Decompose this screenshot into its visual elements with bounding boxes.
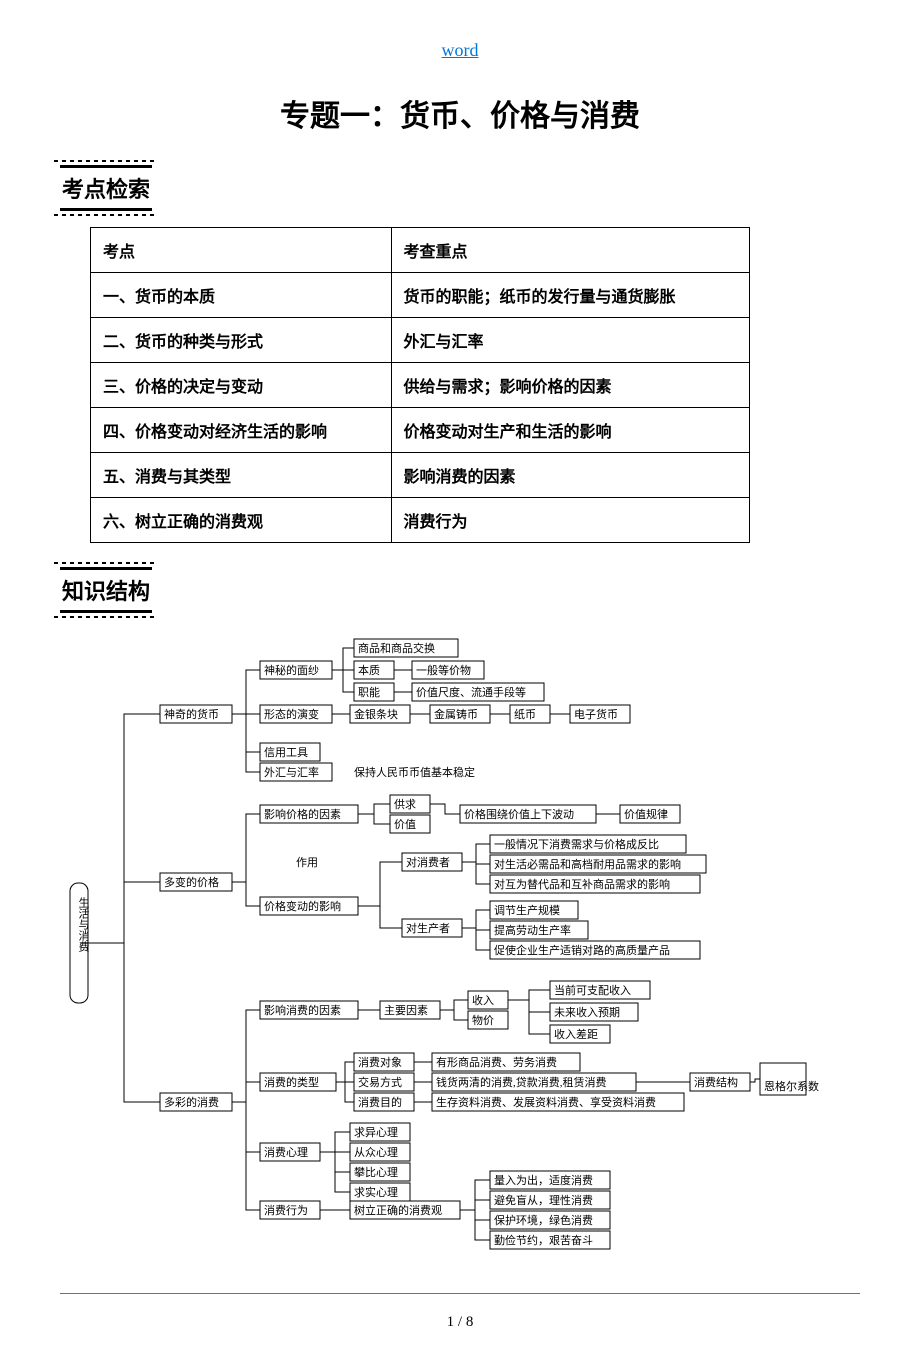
svg-text:量入为出，适度消费: 量入为出，适度消费 — [494, 1173, 593, 1187]
table-row: 五、消费与其类型影响消费的因素 — [91, 453, 750, 498]
svg-text:一般等价物: 一般等价物 — [416, 663, 471, 677]
exam-table: 考点 考查重点 一、货币的本质货币的职能；纸币的发行量与通货膨胀二、货币的种类与… — [90, 227, 750, 543]
svg-text:金银条块: 金银条块 — [354, 707, 398, 721]
svg-text:对生活必需品和高档耐用品需求的影响: 对生活必需品和高档耐用品需求的影响 — [494, 857, 681, 871]
table-cell: 二、货币的种类与形式 — [91, 318, 392, 363]
svg-text:对消费者: 对消费者 — [406, 855, 450, 869]
svg-text:对互为替代品和互补商品需求的影响: 对互为替代品和互补商品需求的影响 — [494, 877, 670, 891]
section-exam-header: 考点检索 — [60, 165, 860, 217]
table-row: 六、树立正确的消费观消费行为 — [91, 498, 750, 543]
svg-text:当前可支配收入: 当前可支配收入 — [554, 983, 631, 997]
table-cell: 外汇与汇率 — [391, 318, 749, 363]
table-cell: 货币的职能；纸币的发行量与通货膨胀 — [391, 273, 749, 318]
svg-text:物价: 物价 — [472, 1013, 494, 1027]
svg-text:价值: 价值 — [394, 818, 416, 831]
badge-exam: 考点检索 — [60, 165, 152, 211]
svg-text:主要因素: 主要因素 — [384, 1004, 428, 1017]
svg-text:形态的演变: 形态的演变 — [264, 707, 319, 721]
knowledge-tree: 生活与消费神奇的货币多变的价格多彩的消费神秘的面纱形态的演变信用工具外汇与汇率保… — [60, 633, 860, 1263]
svg-text:收入: 收入 — [472, 993, 494, 1007]
svg-text:外汇与汇率: 外汇与汇率 — [264, 765, 319, 779]
svg-text:价格围绕价值上下波动: 价格围绕价值上下波动 — [464, 807, 574, 821]
table-row: 三、价格的决定与变动供给与需求；影响价格的因素 — [91, 363, 750, 408]
svg-text:多彩的消费: 多彩的消费 — [164, 1095, 219, 1109]
svg-text:供求: 供求 — [394, 797, 416, 811]
svg-text:交易方式: 交易方式 — [358, 1075, 402, 1089]
svg-text:恩格尔系数: 恩格尔系数 — [764, 1079, 819, 1093]
svg-text:信用工具: 信用工具 — [264, 746, 308, 759]
svg-text:避免盲从，理性消费: 避免盲从，理性消费 — [494, 1193, 593, 1207]
svg-text:钱货两清的消费,贷款消费,租赁消费: 钱货两清的消费,贷款消费,租赁消费 — [436, 1075, 607, 1089]
svg-text:消费结构: 消费结构 — [694, 1075, 738, 1089]
svg-text:电子货币: 电子货币 — [574, 707, 618, 721]
table-row: 四、价格变动对经济生活的影响价格变动对生产和生活的影响 — [91, 408, 750, 453]
table-cell: 价格变动对生产和生活的影响 — [391, 408, 749, 453]
svg-text:收入差距: 收入差距 — [554, 1027, 598, 1041]
table-cell: 影响消费的因素 — [391, 453, 749, 498]
svg-text:有形商品消费、劳务消费: 有形商品消费、劳务消费 — [436, 1055, 557, 1069]
svg-text:攀比心理: 攀比心理 — [354, 1166, 398, 1179]
svg-text:保持人民币币值基本稳定: 保持人民币币值基本稳定 — [354, 765, 475, 779]
page-title: 专题一：货币、价格与消费 — [60, 91, 860, 135]
svg-text:一般情况下消费需求与价格成反比: 一般情况下消费需求与价格成反比 — [494, 837, 659, 851]
table-cell: 消费行为 — [391, 498, 749, 543]
table-row: 一、货币的本质货币的职能；纸币的发行量与通货膨胀 — [91, 273, 750, 318]
table-cell: 四、价格变动对经济生活的影响 — [91, 408, 392, 453]
svg-text:促使企业生产适销对路的高质量产品: 促使企业生产适销对路的高质量产品 — [494, 943, 670, 957]
svg-text:树立正确的消费观: 树立正确的消费观 — [354, 1203, 442, 1217]
table-cell: 供给与需求；影响价格的因素 — [391, 363, 749, 408]
svg-text:神秘的面纱: 神秘的面纱 — [264, 663, 319, 677]
svg-text:提高劳动生产率: 提高劳动生产率 — [494, 923, 571, 937]
page-number: 1 / 8 — [60, 1314, 860, 1331]
section-structure-header: 知识结构 — [60, 567, 860, 619]
svg-text:消费行为: 消费行为 — [264, 1203, 308, 1217]
svg-text:影响消费的因素: 影响消费的因素 — [264, 1003, 341, 1017]
svg-text:作用: 作用 — [296, 856, 318, 869]
svg-text:从众心理: 从众心理 — [354, 1146, 398, 1159]
svg-text:未来收入预期: 未来收入预期 — [554, 1005, 620, 1019]
svg-text:对生产者: 对生产者 — [406, 921, 450, 935]
svg-text:调节生产规模: 调节生产规模 — [494, 903, 560, 917]
svg-text:求实心理: 求实心理 — [354, 1185, 398, 1199]
table-cell: 三、价格的决定与变动 — [91, 363, 392, 408]
svg-text:消费的类型: 消费的类型 — [264, 1075, 319, 1089]
svg-text:消费目的: 消费目的 — [358, 1095, 402, 1109]
svg-text:价值规律: 价值规律 — [624, 807, 668, 821]
col-focus: 考查重点 — [391, 228, 749, 273]
svg-text:金属铸币: 金属铸币 — [434, 707, 478, 721]
svg-text:保护环境，绿色消费: 保护环境，绿色消费 — [494, 1213, 593, 1227]
svg-text:多变的价格: 多变的价格 — [164, 875, 219, 889]
col-topic: 考点 — [91, 228, 392, 273]
badge-structure: 知识结构 — [60, 567, 152, 613]
svg-text:职能: 职能 — [358, 685, 380, 699]
svg-text:勤俭节约，艰苦奋斗: 勤俭节约，艰苦奋斗 — [494, 1233, 593, 1247]
svg-text:生活与消费: 生活与消费 — [77, 896, 90, 953]
svg-text:商品和商品交换: 商品和商品交换 — [358, 641, 435, 655]
svg-text:消费对象: 消费对象 — [358, 1055, 402, 1069]
footer-rule — [60, 1293, 860, 1294]
svg-text:本质: 本质 — [358, 663, 380, 677]
table-cell: 一、货币的本质 — [91, 273, 392, 318]
svg-text:纸币: 纸币 — [514, 708, 536, 721]
table-cell: 六、树立正确的消费观 — [91, 498, 392, 543]
svg-text:价格变动的影响: 价格变动的影响 — [264, 899, 341, 913]
header-word: word — [60, 40, 860, 61]
svg-text:价值尺度、流通手段等: 价值尺度、流通手段等 — [416, 685, 526, 699]
svg-text:求异心理: 求异心理 — [354, 1126, 398, 1139]
svg-text:神奇的货币: 神奇的货币 — [164, 707, 219, 721]
svg-text:生存资料消费、发展资料消费、享受资料消费: 生存资料消费、发展资料消费、享受资料消费 — [436, 1095, 656, 1109]
svg-text:消费心理: 消费心理 — [264, 1145, 308, 1159]
svg-text:影响价格的因素: 影响价格的因素 — [264, 807, 341, 821]
table-row: 二、货币的种类与形式外汇与汇率 — [91, 318, 750, 363]
table-cell: 五、消费与其类型 — [91, 453, 392, 498]
